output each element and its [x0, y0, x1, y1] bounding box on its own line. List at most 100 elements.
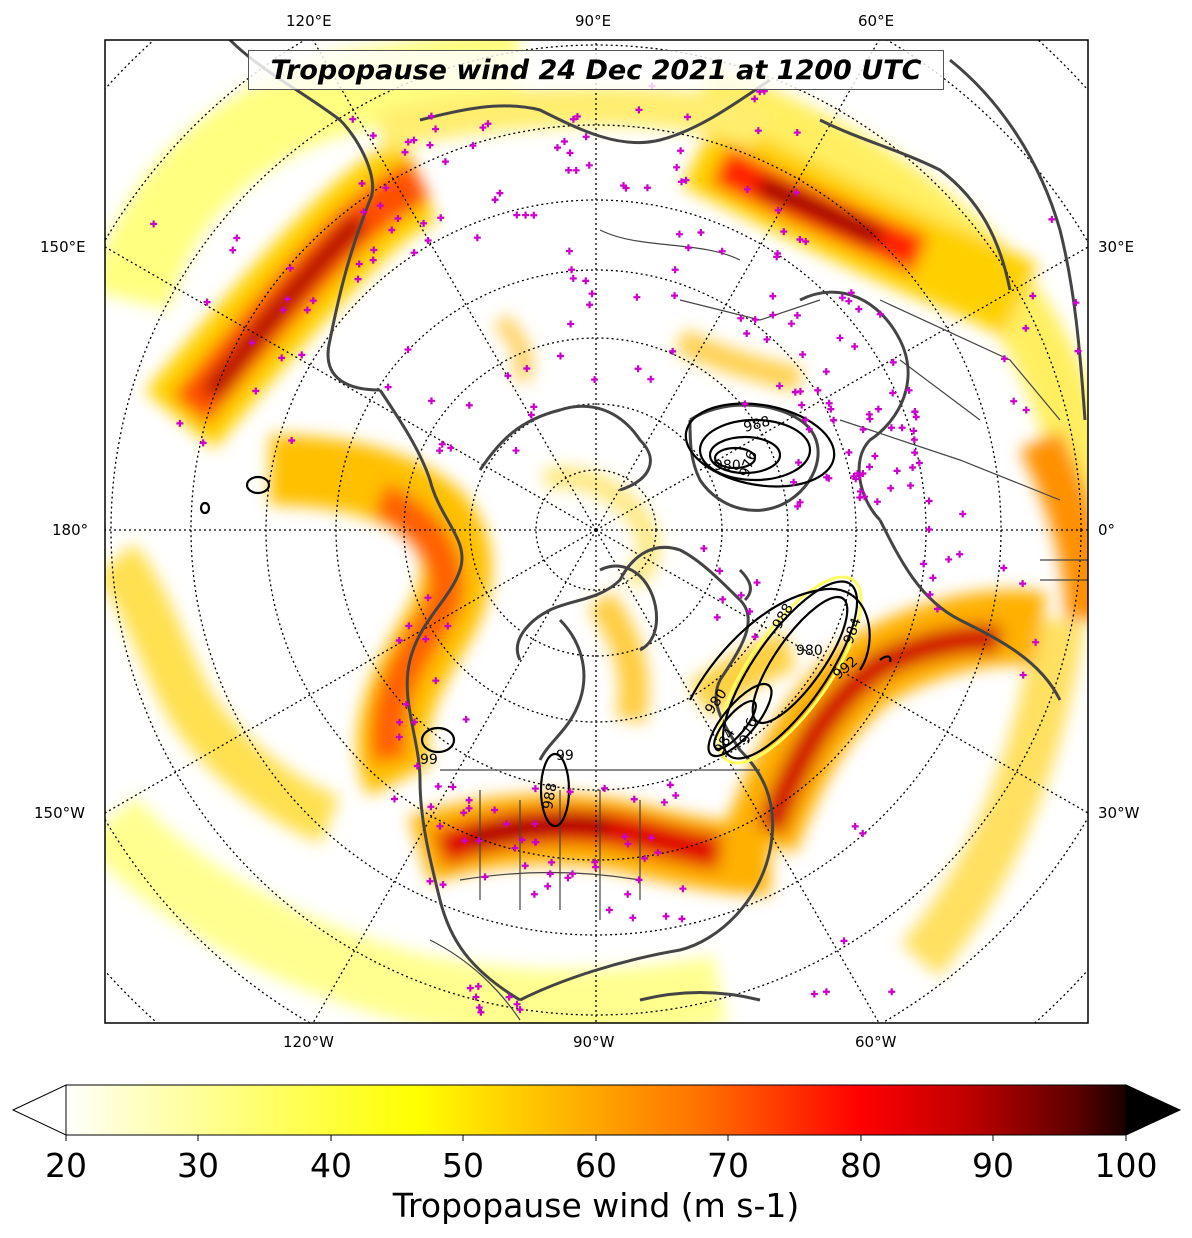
lon-label-right-0: 0° [1098, 521, 1116, 539]
map-frame [104, 39, 1089, 1024]
station-marker [401, 148, 409, 156]
station-marker [360, 208, 368, 216]
station-marker [199, 439, 207, 447]
station-marker [434, 782, 442, 790]
station-marker [530, 890, 538, 898]
station-marker [565, 247, 573, 255]
station-marker [751, 316, 759, 324]
colorbar-tick: 20 [45, 1146, 87, 1185]
station-marker [647, 834, 655, 842]
station-marker [567, 320, 575, 328]
station-marker [465, 796, 473, 804]
station-marker [713, 613, 721, 621]
station-marker [830, 416, 838, 424]
station-marker [585, 161, 593, 169]
station-marker [774, 249, 782, 257]
station-marker [436, 447, 444, 455]
station-marker [582, 277, 590, 285]
station-marker [678, 178, 686, 186]
station-marker [411, 718, 419, 726]
station-marker [822, 368, 830, 376]
station-marker [426, 141, 434, 149]
colorbar-tick: 40 [310, 1146, 352, 1185]
station-marker [684, 244, 692, 252]
station-marker [678, 915, 686, 923]
station-marker [527, 411, 535, 419]
station-marker [845, 297, 853, 305]
station-marker [741, 400, 749, 408]
station-marker [303, 306, 311, 314]
station-marker [682, 176, 690, 184]
station-marker [513, 1000, 521, 1008]
station-marker [496, 189, 504, 197]
station-marker [479, 124, 487, 132]
station-marker [233, 234, 241, 242]
station-marker [662, 912, 670, 920]
station-marker [810, 990, 818, 998]
station-marker [530, 211, 538, 219]
station-marker [624, 890, 632, 898]
station-marker [825, 399, 833, 407]
station-marker [505, 993, 513, 1001]
station-marker [568, 266, 576, 274]
lon-label-bottom-120w: 120°W [283, 1033, 334, 1051]
station-marker [404, 346, 412, 354]
station-marker [684, 113, 692, 121]
station-marker [592, 863, 600, 871]
contour-label-988c: 988 [540, 782, 560, 811]
station-marker [898, 424, 906, 432]
station-marker [569, 274, 577, 282]
lon-label-right-30e: 30°E [1098, 238, 1135, 256]
station-marker [404, 138, 412, 146]
station-marker [1022, 406, 1030, 414]
station-marker [491, 806, 499, 814]
station-marker [427, 803, 435, 811]
station-marker [396, 718, 404, 726]
station-marker [410, 249, 418, 257]
lon-label-top-90e: 90°E [575, 12, 612, 30]
station-marker [566, 149, 574, 157]
station-marker [641, 854, 649, 862]
station-marker [447, 444, 455, 452]
station-marker [573, 112, 581, 120]
station-marker [925, 525, 933, 533]
colorbar-extend-min [11, 1084, 67, 1136]
station-marker [531, 785, 539, 793]
station-marker [865, 463, 873, 471]
station-marker [887, 484, 895, 492]
station-marker [553, 144, 561, 152]
station-marker [439, 881, 447, 889]
contour-label-99a: 99 [556, 748, 574, 764]
station-marker [673, 163, 681, 171]
pressure-contours [199, 402, 892, 828]
station-marker [481, 873, 489, 881]
lon-label-right-30w: 30°W [1098, 804, 1140, 822]
station-marker [288, 436, 296, 444]
station-marker [643, 184, 651, 192]
station-marker [629, 914, 637, 922]
station-marker [852, 475, 860, 483]
lon-label-bottom-90w: 90°W [573, 1033, 615, 1051]
station-marker [521, 862, 529, 870]
station-marker [532, 838, 540, 846]
station-marker [427, 397, 435, 405]
station-marker [176, 419, 184, 427]
station-marker [395, 733, 403, 741]
station-marker [654, 849, 662, 857]
station-marker [912, 413, 920, 421]
station-marker [569, 115, 577, 123]
station-marker [252, 387, 260, 395]
station-marker [751, 633, 759, 641]
station-marker [795, 459, 803, 467]
station-marker [512, 447, 520, 455]
station-marker [1074, 347, 1082, 355]
contour-label-980a: 980 [714, 458, 741, 474]
station-marker [798, 401, 806, 409]
station-marker [465, 401, 473, 409]
station-marker [873, 498, 881, 506]
station-marker [582, 133, 590, 141]
station-marker [605, 906, 613, 914]
borders [429, 229, 1088, 1021]
station-marker [560, 138, 568, 146]
station-marker [887, 424, 895, 432]
